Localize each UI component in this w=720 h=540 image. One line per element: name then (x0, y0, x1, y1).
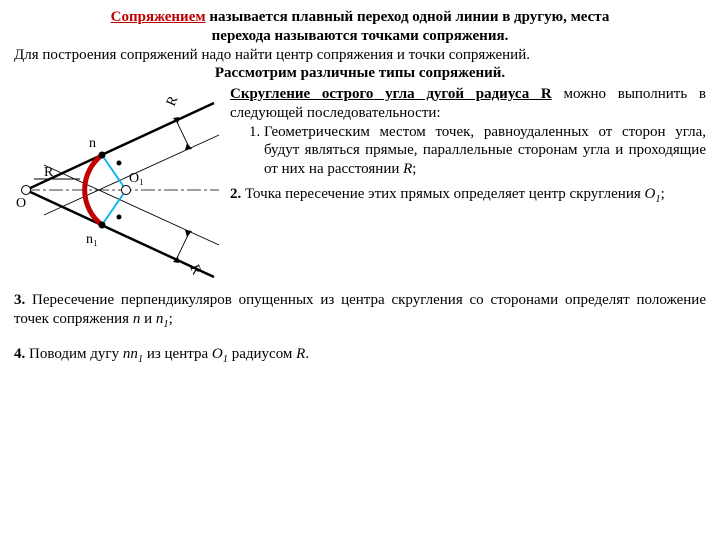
diagram: O O₁ n n₁ R R R (14, 85, 224, 285)
label-R-left: R (44, 165, 54, 180)
label-n1: n₁ (86, 232, 98, 247)
label-O: O (16, 196, 26, 211)
intro-line1: Для построения сопряжений надо найти цен… (14, 46, 706, 65)
label-n: n (89, 136, 96, 151)
title-line2: перехода называются точками сопряжения. (14, 27, 706, 46)
block1-item1: Геометрическим местом точек, равноудален… (264, 123, 706, 179)
para3: 3. Пересечение перпендикуляров опущенных… (14, 291, 706, 331)
title-term: Сопряжением (111, 9, 206, 25)
title-line1: Сопряжением называется плавный переход о… (14, 8, 706, 27)
content-row: O O₁ n n₁ R R R Скругление острого угла … (14, 85, 706, 285)
intro-line2: Рассмотрим различные типы сопряжений. (14, 64, 706, 83)
title-rest1: называется плавный переход одной линии в… (206, 9, 610, 25)
block1-list: Геометрическим местом точек, равноудален… (230, 123, 706, 179)
label-O1: O₁ (129, 171, 144, 186)
label-R-top: R (164, 93, 182, 108)
block1-text: Скругление острого угла дугой радиуса R … (224, 85, 706, 206)
block1-term: Скругление острого угла дугой радиуса R (230, 86, 552, 102)
block1-title: Скругление острого угла дугой радиуса R … (230, 85, 706, 123)
para2: 2. Точка пересечение этих прямых определ… (230, 185, 706, 206)
para4: 4. Поводим дугу nn1 из центра O1 радиусо… (14, 345, 706, 366)
